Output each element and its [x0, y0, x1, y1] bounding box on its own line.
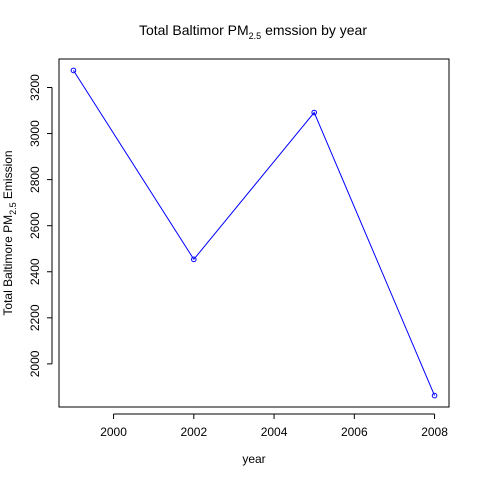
plot-frame: [58, 58, 450, 408]
data-point: [70, 67, 77, 74]
x-axis-title: year: [242, 452, 265, 466]
y-tick-label: 2600: [28, 212, 42, 239]
y-axis-title-subscript: 2.5: [8, 202, 18, 215]
chart-title-suffix: emssion by year: [261, 22, 367, 38]
y-axis-title-prefix: Total Baltimore PM: [1, 215, 15, 316]
y-tick-label: 3200: [28, 74, 42, 101]
x-tick-label: 2000: [100, 425, 127, 439]
y-tick-label: 2400: [28, 258, 42, 285]
series-layer: [70, 67, 438, 399]
x-tick-label: 2006: [341, 425, 368, 439]
y-tick-label: 2800: [28, 166, 42, 193]
x-axis: 2000 2002 2004 2006 2008: [100, 413, 448, 439]
data-point: [191, 256, 197, 263]
chart-title-prefix: Total Baltimor PM: [139, 22, 249, 38]
data-point: [311, 109, 317, 116]
y-axis-title: Total Baltimore PM2.5 Emission: [1, 150, 18, 315]
series-line: [73, 70, 436, 396]
y-tick-label: 2200: [28, 304, 42, 331]
data-point: [431, 392, 438, 399]
y-axis: 2000 2200 2400 2600 2800 3000 3200: [28, 74, 53, 377]
y-tick-label: 3000: [28, 120, 42, 147]
y-tick-label: 2000: [28, 350, 42, 377]
y-axis-title-suffix: Emission: [1, 150, 15, 202]
chart-title-subscript: 2.5: [249, 31, 262, 41]
x-tick-label: 2002: [180, 425, 207, 439]
x-tick-label: 2008: [421, 425, 448, 439]
x-tick-label: 2004: [261, 425, 288, 439]
chart-title: Total Baltimor PM2.5 emssion by year: [139, 22, 367, 41]
